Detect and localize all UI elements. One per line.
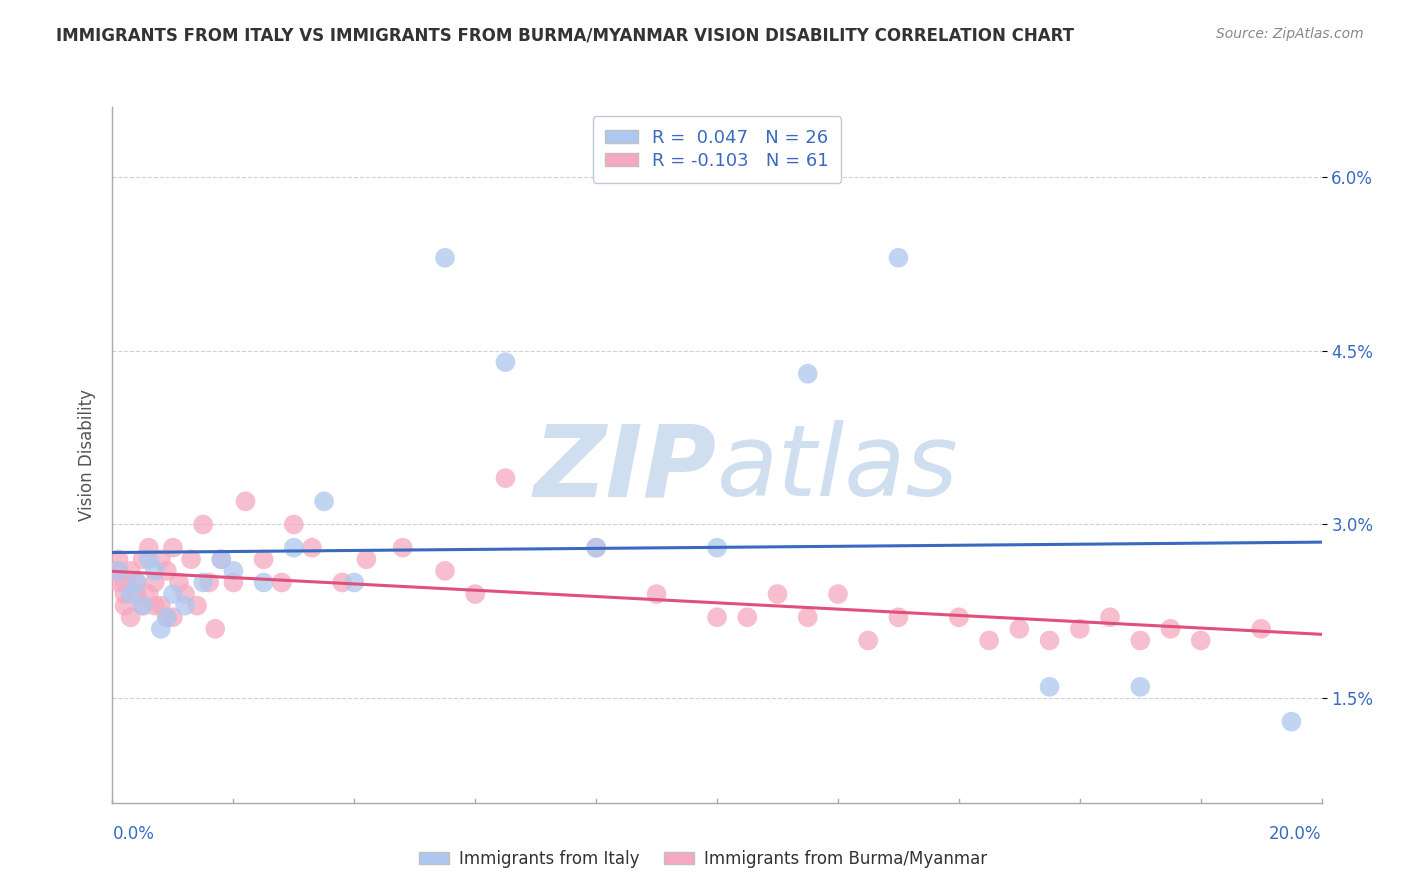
Y-axis label: Vision Disability: Vision Disability [77, 389, 96, 521]
Point [120, 610, 142, 624]
Point [827, 587, 849, 601]
Point [120, 587, 142, 601]
Point [162, 587, 184, 601]
Point [120, 564, 142, 578]
Point [1189, 633, 1212, 648]
Point [204, 622, 226, 636]
Legend: Immigrants from Italy, Immigrants from Burma/Myanmar: Immigrants from Italy, Immigrants from B… [412, 844, 994, 875]
Point [766, 587, 789, 601]
Point [138, 552, 160, 566]
Point [209, 552, 232, 566]
Point [391, 541, 413, 555]
Point [433, 564, 456, 578]
Point [138, 541, 160, 555]
Point [125, 575, 148, 590]
Point [107, 575, 129, 590]
Point [301, 541, 323, 555]
Point [887, 610, 910, 624]
Point [132, 599, 155, 613]
Point [1038, 680, 1062, 694]
Point [167, 575, 190, 590]
Point [222, 564, 245, 578]
Point [887, 251, 910, 265]
Point [191, 517, 214, 532]
Point [796, 610, 818, 624]
Point [464, 587, 486, 601]
Point [1250, 622, 1272, 636]
Point [209, 552, 232, 566]
Point [585, 541, 607, 555]
Point [253, 552, 276, 566]
Point [1098, 610, 1121, 624]
Point [1129, 680, 1152, 694]
Point [180, 552, 202, 566]
Point [737, 610, 759, 624]
Point [343, 575, 366, 590]
Point [222, 575, 245, 590]
Point [1279, 714, 1302, 729]
Point [143, 564, 166, 578]
Point [1008, 622, 1031, 636]
Text: atlas: atlas [717, 420, 959, 517]
Point [1129, 633, 1152, 648]
Point [186, 599, 208, 613]
Point [270, 575, 292, 590]
Point [174, 587, 197, 601]
Point [162, 541, 184, 555]
Point [114, 587, 136, 601]
Point [330, 575, 353, 590]
Point [314, 494, 336, 508]
Point [948, 610, 970, 624]
Point [495, 355, 517, 369]
Legend: R =  0.047   N = 26, R = -0.103   N = 61: R = 0.047 N = 26, R = -0.103 N = 61 [593, 116, 841, 183]
Point [191, 575, 214, 590]
Point [114, 599, 136, 613]
Point [856, 633, 880, 648]
Point [107, 552, 129, 566]
Point [495, 471, 517, 485]
Point [107, 564, 129, 578]
Point [125, 575, 148, 590]
Point [253, 575, 276, 590]
Text: 0.0%: 0.0% [112, 825, 155, 843]
Point [1069, 622, 1091, 636]
Point [107, 564, 129, 578]
Point [1038, 633, 1062, 648]
Point [149, 552, 172, 566]
Point [283, 541, 305, 555]
Point [645, 587, 668, 601]
Point [156, 610, 179, 624]
Point [143, 599, 166, 613]
Point [356, 552, 378, 566]
Point [138, 587, 160, 601]
Point [156, 564, 179, 578]
Point [706, 541, 728, 555]
Text: ZIP: ZIP [534, 420, 717, 517]
Point [1159, 622, 1181, 636]
Text: IMMIGRANTS FROM ITALY VS IMMIGRANTS FROM BURMA/MYANMAR VISION DISABILITY CORRELA: IMMIGRANTS FROM ITALY VS IMMIGRANTS FROM… [56, 27, 1074, 45]
Point [156, 610, 179, 624]
Point [174, 599, 197, 613]
Point [149, 599, 172, 613]
Text: Source: ZipAtlas.com: Source: ZipAtlas.com [1216, 27, 1364, 41]
Point [796, 367, 818, 381]
Point [585, 541, 607, 555]
Point [977, 633, 1000, 648]
Point [235, 494, 257, 508]
Point [143, 575, 166, 590]
Point [198, 575, 221, 590]
Point [132, 599, 155, 613]
Point [162, 610, 184, 624]
Text: 20.0%: 20.0% [1270, 825, 1322, 843]
Point [706, 610, 728, 624]
Point [433, 251, 456, 265]
Point [125, 587, 148, 601]
Point [283, 517, 305, 532]
Point [132, 552, 155, 566]
Point [149, 622, 172, 636]
Point [114, 575, 136, 590]
